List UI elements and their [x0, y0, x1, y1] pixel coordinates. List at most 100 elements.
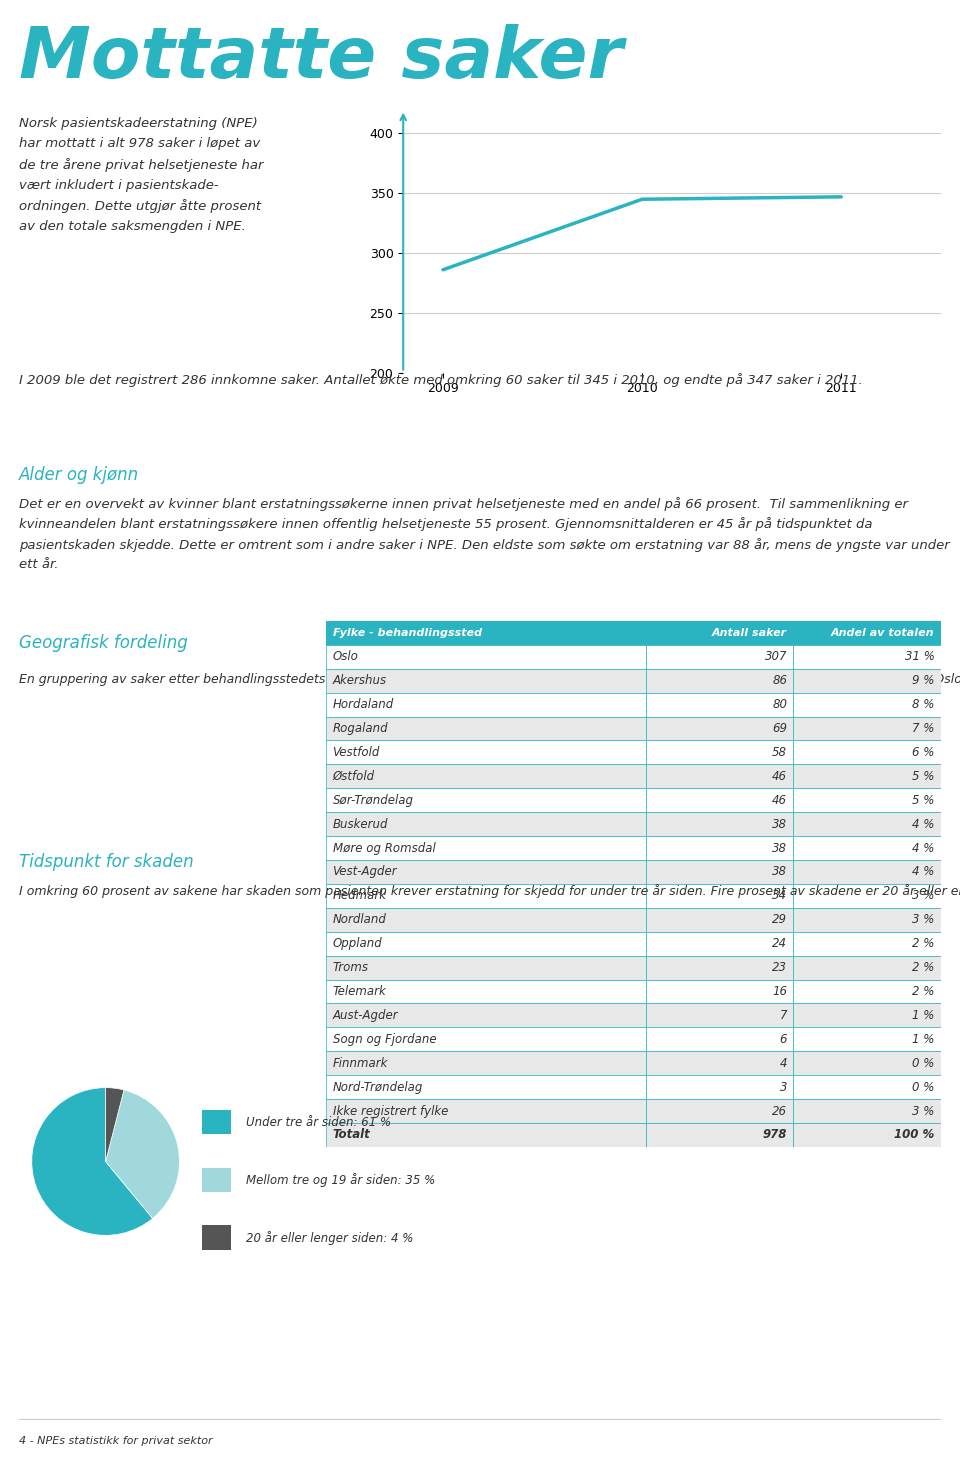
Bar — [202, 1110, 231, 1134]
Text: 3: 3 — [780, 1081, 787, 1094]
FancyBboxPatch shape — [326, 764, 646, 789]
Text: 2 %: 2 % — [912, 961, 935, 974]
FancyBboxPatch shape — [793, 1099, 941, 1124]
Text: 100 %: 100 % — [895, 1128, 935, 1141]
FancyBboxPatch shape — [326, 693, 646, 716]
Text: Sør-Trøndelag: Sør-Trøndelag — [332, 793, 414, 806]
FancyBboxPatch shape — [793, 1075, 941, 1099]
Text: Finnmark: Finnmark — [332, 1056, 388, 1069]
FancyBboxPatch shape — [793, 932, 941, 955]
FancyBboxPatch shape — [793, 1052, 941, 1075]
FancyBboxPatch shape — [646, 884, 793, 907]
Text: 6 %: 6 % — [912, 747, 935, 758]
Text: Nordland: Nordland — [332, 913, 387, 926]
FancyBboxPatch shape — [793, 1124, 941, 1147]
FancyBboxPatch shape — [646, 621, 793, 644]
Text: 0 %: 0 % — [912, 1056, 935, 1069]
FancyBboxPatch shape — [326, 1124, 646, 1147]
Text: 29: 29 — [772, 913, 787, 926]
FancyBboxPatch shape — [646, 1052, 793, 1075]
FancyBboxPatch shape — [793, 979, 941, 1004]
Text: Østfold: Østfold — [332, 770, 374, 783]
Wedge shape — [106, 1090, 180, 1218]
Text: 5 %: 5 % — [912, 770, 935, 783]
Text: Hordaland: Hordaland — [332, 698, 394, 712]
FancyBboxPatch shape — [646, 741, 793, 764]
Text: 4 - NPEs statistikk for privat sektor: 4 - NPEs statistikk for privat sektor — [19, 1436, 213, 1445]
Text: 2 %: 2 % — [912, 985, 935, 998]
Text: Det er en overvekt av kvinner blant erstatningssøkerne innen privat helsetjenest: Det er en overvekt av kvinner blant erst… — [19, 497, 950, 571]
Text: 2 %: 2 % — [912, 937, 935, 950]
Text: 7 %: 7 % — [912, 722, 935, 735]
Text: 26: 26 — [772, 1105, 787, 1118]
Text: 23: 23 — [772, 961, 787, 974]
Text: Fylke - behandlingssted: Fylke - behandlingssted — [332, 628, 482, 638]
Text: Oslo: Oslo — [332, 650, 358, 663]
FancyBboxPatch shape — [326, 1075, 646, 1099]
FancyBboxPatch shape — [326, 1099, 646, 1124]
Text: Vestfold: Vestfold — [332, 747, 380, 758]
FancyBboxPatch shape — [793, 621, 941, 644]
Text: Rogaland: Rogaland — [332, 722, 388, 735]
FancyBboxPatch shape — [326, 861, 646, 884]
FancyBboxPatch shape — [326, 789, 646, 812]
FancyBboxPatch shape — [793, 861, 941, 884]
Bar — [202, 1167, 231, 1192]
FancyBboxPatch shape — [646, 836, 793, 861]
Text: 20 år eller lenger siden: 4 %: 20 år eller lenger siden: 4 % — [246, 1230, 414, 1245]
FancyBboxPatch shape — [326, 1004, 646, 1027]
FancyBboxPatch shape — [326, 644, 646, 669]
FancyBboxPatch shape — [793, 1027, 941, 1052]
Text: 69: 69 — [772, 722, 787, 735]
Text: 31 %: 31 % — [904, 650, 935, 663]
Text: Telemark: Telemark — [332, 985, 386, 998]
FancyBboxPatch shape — [646, 1075, 793, 1099]
Text: 38: 38 — [772, 865, 787, 878]
Text: 4: 4 — [780, 1056, 787, 1069]
Text: Totalt: Totalt — [332, 1128, 371, 1141]
Text: 46: 46 — [772, 770, 787, 783]
Text: Buskerud: Buskerud — [332, 818, 388, 831]
Text: 46: 46 — [772, 793, 787, 806]
Text: Ikke registrert fylke: Ikke registrert fylke — [332, 1105, 448, 1118]
FancyBboxPatch shape — [793, 764, 941, 789]
Text: Geografisk fordeling: Geografisk fordeling — [19, 634, 188, 652]
Text: Vest-Agder: Vest-Agder — [332, 865, 397, 878]
FancyBboxPatch shape — [646, 1124, 793, 1147]
Text: I omkring 60 prosent av sakene har skaden som pasienten krever erstatning for sk: I omkring 60 prosent av sakene har skade… — [19, 884, 960, 899]
Text: 4 %: 4 % — [912, 818, 935, 831]
Text: 24: 24 — [772, 937, 787, 950]
FancyBboxPatch shape — [646, 861, 793, 884]
FancyBboxPatch shape — [646, 1004, 793, 1027]
Wedge shape — [106, 1087, 124, 1161]
FancyBboxPatch shape — [646, 955, 793, 979]
Text: 5 %: 5 % — [912, 793, 935, 806]
FancyBboxPatch shape — [646, 789, 793, 812]
FancyBboxPatch shape — [646, 979, 793, 1004]
Text: 3 %: 3 % — [912, 890, 935, 903]
FancyBboxPatch shape — [646, 716, 793, 741]
FancyBboxPatch shape — [326, 932, 646, 955]
FancyBboxPatch shape — [326, 621, 646, 644]
Text: Akershus: Akershus — [332, 674, 387, 687]
FancyBboxPatch shape — [326, 812, 646, 836]
FancyBboxPatch shape — [793, 716, 941, 741]
FancyBboxPatch shape — [326, 884, 646, 907]
Text: 4 %: 4 % — [912, 865, 935, 878]
Text: En gruppering av saker etter behandlingsstedets adresse viser at samtlige fylker: En gruppering av saker etter behandlings… — [19, 672, 960, 687]
FancyBboxPatch shape — [326, 741, 646, 764]
Text: Nord-Trøndelag: Nord-Trøndelag — [332, 1081, 423, 1094]
Text: Norsk pasientskadeerstatning (NPE)
har mottatt i alt 978 saker i løpet av
de tre: Norsk pasientskadeerstatning (NPE) har m… — [19, 117, 264, 234]
Text: 978: 978 — [763, 1128, 787, 1141]
Text: 1 %: 1 % — [912, 1033, 935, 1046]
Text: Mellom tre og 19 år siden: 35 %: Mellom tre og 19 år siden: 35 % — [246, 1173, 435, 1186]
Text: Alder og kjønn: Alder og kjønn — [19, 466, 139, 484]
Text: Under tre år siden: 61 %: Under tre år siden: 61 % — [246, 1116, 391, 1128]
Text: 38: 38 — [772, 818, 787, 831]
Text: 1 %: 1 % — [912, 1010, 935, 1021]
FancyBboxPatch shape — [326, 716, 646, 741]
FancyBboxPatch shape — [646, 932, 793, 955]
FancyBboxPatch shape — [793, 669, 941, 693]
FancyBboxPatch shape — [326, 979, 646, 1004]
Bar — [202, 1226, 231, 1251]
